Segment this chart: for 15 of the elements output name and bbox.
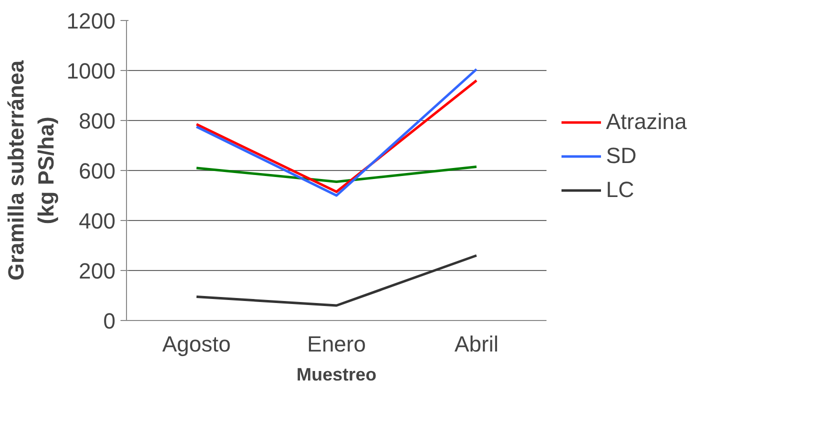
x-tick-label: Agosto [162,332,231,356]
x-tick-label: Enero [307,332,366,356]
legend-label: Atrazina [606,109,687,135]
y-axis-title: Gramilla subterránea (kg PS/ha) [4,60,59,281]
x-tick-label: Abril [454,332,499,356]
y-tick-label: 1000 [66,58,116,84]
y-tick-label: 200 [78,258,116,284]
legend-label: LC [606,177,634,203]
legend-label: SD [606,143,637,169]
y-tick-label: 600 [78,158,116,184]
y-tick-label: 1200 [66,8,116,34]
y-tick-label: 0 [103,308,116,334]
y-tick-label: 400 [78,208,116,234]
y-tick-label: 800 [78,108,116,134]
x-axis-title: Muestreo [296,364,377,384]
